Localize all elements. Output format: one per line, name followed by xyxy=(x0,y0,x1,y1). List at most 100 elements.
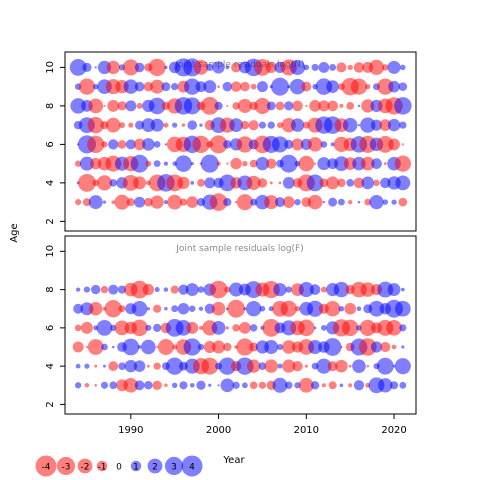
residual-bubble xyxy=(250,83,257,90)
residual-bubble xyxy=(394,300,411,317)
legend-bubble xyxy=(96,460,108,472)
residual-bubble xyxy=(172,122,178,128)
residual-bubble xyxy=(333,281,350,298)
residual-bubble xyxy=(338,305,345,312)
residual-bubble xyxy=(183,338,201,356)
residual-bubble xyxy=(133,138,146,151)
residual-bubble xyxy=(301,81,312,92)
residual-bubble xyxy=(353,62,365,73)
residual-bubble xyxy=(284,139,294,149)
residual-bubble xyxy=(163,200,168,205)
residual-bubble xyxy=(142,283,155,296)
residual-bubble xyxy=(128,122,134,128)
residual-bubble xyxy=(72,341,84,353)
residual-bubble xyxy=(134,62,145,73)
residual-bubble xyxy=(329,63,337,71)
residual-bubble xyxy=(126,198,135,207)
residual-bubble xyxy=(306,174,324,192)
residual-bubble xyxy=(277,122,283,129)
residual-bubble xyxy=(388,80,400,93)
y-tick-label: 2 xyxy=(45,218,56,224)
residual-bubble xyxy=(75,199,82,206)
residual-bubble xyxy=(175,155,192,172)
residual-bubble xyxy=(197,179,205,187)
residual-bubble xyxy=(376,136,394,153)
residual-bubble xyxy=(369,195,384,210)
residual-bubble xyxy=(236,194,253,211)
residual-bubble xyxy=(294,306,301,312)
residual-bubble xyxy=(118,362,126,370)
residual-bubble xyxy=(74,160,82,167)
panel-bottom-y-axis: 2 4 6 8 10 xyxy=(45,245,65,408)
residual-bubble xyxy=(358,338,377,356)
residual-bubble xyxy=(285,381,293,390)
residual-bubble xyxy=(199,123,203,127)
residual-bubble xyxy=(226,104,229,107)
residual-bubble xyxy=(378,378,393,393)
legend-label: 2 xyxy=(152,463,158,473)
residual-bubble xyxy=(327,361,338,372)
x-tick-label: 1990 xyxy=(118,425,143,436)
residual-bubble xyxy=(370,119,383,131)
residual-bubble xyxy=(330,142,335,147)
residual-bubble xyxy=(76,287,81,292)
residual-bubble xyxy=(108,284,119,295)
residual-bubble xyxy=(117,140,127,149)
residual-bubble xyxy=(361,99,375,113)
residual-bubble xyxy=(119,122,126,129)
residual-bubble xyxy=(130,154,149,173)
residual-bubble xyxy=(366,364,370,368)
residual-bubble xyxy=(175,320,192,336)
residual-bubble xyxy=(188,305,196,313)
residual-bubble xyxy=(141,339,156,355)
residual-bubble xyxy=(382,199,389,205)
x-tick-label: 2010 xyxy=(294,425,319,436)
residual-bubble xyxy=(236,338,254,356)
residual-bubble xyxy=(394,97,412,115)
residual-bubble xyxy=(187,120,198,130)
residual-bubble xyxy=(232,324,240,332)
residual-bubble xyxy=(322,200,326,204)
residual-bubble xyxy=(232,381,240,389)
residual-bubble xyxy=(365,84,371,90)
residual-bubble xyxy=(291,138,304,151)
residual-bubble xyxy=(84,363,90,369)
residual-bubble xyxy=(178,284,189,295)
residual-bubble xyxy=(184,78,201,95)
residual-bubble xyxy=(96,319,113,336)
residual-bubble xyxy=(298,155,315,172)
residual-bubble xyxy=(94,384,97,387)
residual-bubble xyxy=(164,306,168,311)
residual-bubble xyxy=(282,196,295,208)
residual-bubble xyxy=(218,174,236,192)
panel-bottom: Joint sample residuals log(F) 2 4 6 8 10 xyxy=(45,235,417,415)
residual-bubble xyxy=(271,136,289,153)
residual-bubble xyxy=(226,162,229,165)
residual-bubble xyxy=(379,119,392,131)
residual-bubble xyxy=(134,380,145,391)
residual-bubble xyxy=(172,382,178,388)
residual-bubble xyxy=(177,176,190,190)
residual-bubble xyxy=(298,282,314,298)
residual-bubble xyxy=(242,382,248,389)
residual-bubble xyxy=(153,362,161,370)
residual-bubble xyxy=(75,363,81,369)
residual-bubble xyxy=(254,97,271,114)
residual-bubble xyxy=(328,197,338,207)
residual-bubble xyxy=(292,360,303,372)
residual-bubble xyxy=(223,197,232,207)
residual-bubble xyxy=(125,139,136,150)
residual-bubble xyxy=(93,83,99,90)
residual-bubble xyxy=(101,343,108,351)
residual-bubble xyxy=(73,303,84,314)
residual-bubble xyxy=(388,138,400,151)
legend-label: -1 xyxy=(98,463,107,473)
residual-bubble xyxy=(285,286,292,293)
residual-bubble xyxy=(111,345,115,349)
panel-bottom-title: Joint sample residuals log(F) xyxy=(175,244,303,254)
residual-bubble xyxy=(270,77,289,96)
residual-bubble xyxy=(394,358,411,375)
residual-bubble xyxy=(148,97,166,115)
